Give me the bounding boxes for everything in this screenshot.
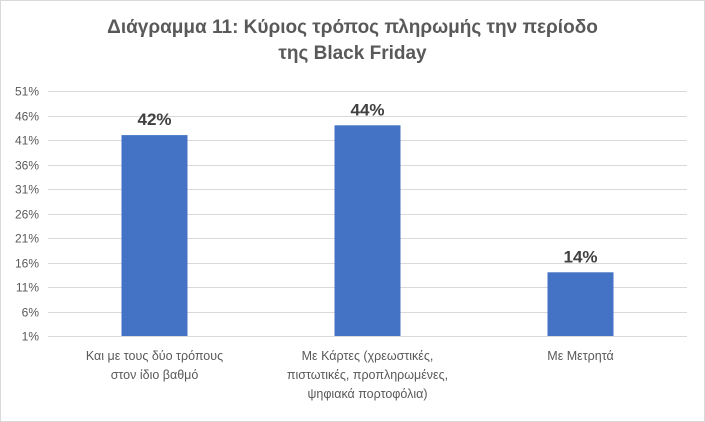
y-tick-label: 46% [15, 110, 39, 124]
y-tick-label: 51% [15, 85, 39, 99]
x-tick-label-line: στον ίδιο βαθμό [111, 368, 199, 382]
bar [334, 125, 401, 336]
x-tick-label-line: Με Κάρτες (χρεωστικές, [302, 349, 434, 363]
y-tick-label: 26% [15, 208, 39, 222]
y-tick-label: 16% [15, 257, 39, 271]
y-tick-label: 1% [22, 330, 40, 344]
x-tick-label: Και με τους δύο τρόπους στον ίδιο βαθμό [86, 349, 223, 382]
data-label: 14% [563, 247, 597, 266]
data-label: 44% [350, 100, 384, 119]
y-tick-label: 21% [15, 232, 39, 246]
x-tick-label-line: πιστωτικές, προπληρωμένες, [287, 368, 448, 382]
x-tick-label: Με Μετρητά [547, 349, 613, 363]
y-tick-label: 41% [15, 134, 39, 148]
y-tick-label: 11% [16, 281, 39, 295]
data-label: 42% [137, 110, 171, 129]
chart-title-line-2: της Black Friday [278, 43, 427, 64]
x-tick-label-line: Και με τους δύο τρόπους [86, 349, 223, 363]
y-tick-label: 6% [22, 306, 40, 320]
y-tick-label: 36% [15, 159, 39, 173]
bar [121, 135, 188, 336]
x-tick-label-line: ψηφιακά πορτοφόλια) [307, 387, 427, 401]
bar [547, 272, 614, 336]
x-tick-label: Με Κάρτες (χρεωστικές, πιστωτικές, προπλη… [287, 349, 448, 401]
chart-title: Διάγραμμα 11: Κύριος τρόπος πληρωμής την… [1, 15, 704, 67]
x-tick-label-line: Με Μετρητά [547, 349, 613, 363]
y-tick-label: 31% [15, 183, 39, 197]
chart-title-line-1: Διάγραμμα 11: Κύριος τρόπος πληρωμής την… [107, 17, 598, 38]
